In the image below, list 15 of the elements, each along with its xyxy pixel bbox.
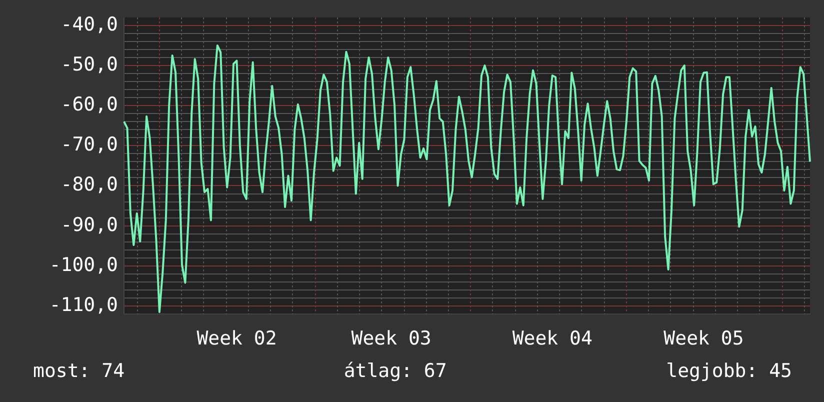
y-tick-label: -70,0 [60, 134, 118, 156]
y-tick-label: -60,0 [60, 94, 118, 116]
x-tick-label: Week 05 [664, 327, 744, 350]
x-tick-label: Week 03 [351, 327, 432, 350]
text: legjobb: 45 [666, 360, 792, 382]
x-tick-label: Week 02 [196, 327, 277, 350]
y-tick-label: -100,0 [49, 254, 118, 276]
y-tick-label: -40,0 [60, 13, 118, 36]
y-tick-label: -90,0 [60, 214, 118, 236]
text: átlag: 67 [344, 360, 447, 382]
y-tick-label: -80,0 [60, 174, 118, 196]
text: most: 74 [33, 360, 125, 382]
y-tick-label: -50,0 [60, 53, 118, 76]
y-tick-label: -110,0 [49, 294, 118, 316]
x-tick-label: Week 04 [512, 327, 592, 350]
